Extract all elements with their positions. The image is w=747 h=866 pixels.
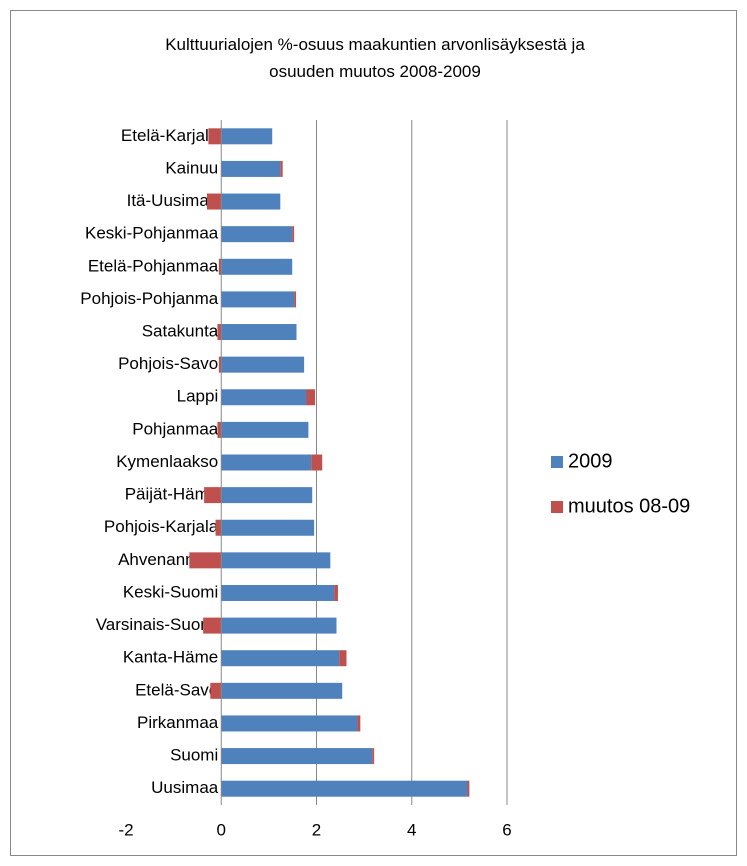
bar [292, 226, 295, 243]
x-tick-label: 6 [502, 820, 511, 839]
bar [221, 226, 293, 243]
bar [357, 715, 361, 732]
y-tick-label: Suomi [170, 746, 218, 765]
bar [203, 617, 222, 634]
bar [221, 389, 307, 406]
bar [221, 682, 343, 699]
x-tick-label: 0 [217, 820, 226, 839]
y-tick-label: Keski-Pohjanmaa [85, 224, 219, 243]
bar [189, 552, 222, 569]
y-tick-label: Etelä-Pohjanmaa [88, 256, 219, 275]
legend-label: muutos 08-09 [568, 495, 690, 517]
legend-swatch [551, 456, 563, 468]
bar [221, 748, 373, 765]
bar [204, 487, 222, 504]
bar [221, 584, 335, 601]
bar [221, 421, 309, 438]
bar [221, 193, 281, 210]
y-tick-label: Pohjanmaa [132, 419, 219, 438]
y-tick-label: Kymenlaakso [116, 452, 218, 471]
bar [280, 160, 283, 177]
bar [206, 193, 222, 210]
bar [294, 291, 297, 308]
x-tick-label: -2 [118, 820, 133, 839]
bar [221, 160, 281, 177]
bar [217, 324, 222, 341]
y-tick-label: Kainuu [165, 158, 218, 177]
bar [467, 780, 470, 797]
y-tick-label: Keski-Suomi [123, 582, 218, 601]
bar [311, 454, 323, 471]
y-tick-label: Satakunta [142, 322, 219, 341]
bar [221, 780, 468, 797]
y-tick-label: Kanta-Häme [123, 648, 218, 667]
y-tick-label: Uusimaa [151, 778, 219, 797]
y-tick-label: Etelä-Savo [135, 680, 218, 699]
bar [221, 552, 331, 569]
bar [221, 650, 340, 667]
y-tick-label: Päijät-Häme [125, 485, 219, 504]
chart-title: Kulttuurialojen %-osuus maakuntien arvon… [165, 35, 585, 81]
y-tick-label: Lappi [177, 387, 219, 406]
bar [334, 584, 338, 601]
bar [218, 356, 222, 373]
bar [221, 519, 315, 536]
bar [221, 487, 313, 504]
y-tick-label: Varsinais-Suomi [96, 615, 219, 634]
bar [372, 748, 375, 765]
bar [339, 650, 347, 667]
bar [221, 128, 273, 145]
legend-label: 2009 [568, 450, 613, 472]
bar [221, 454, 312, 471]
bar [221, 291, 295, 308]
bar [217, 421, 222, 438]
bar [306, 389, 316, 406]
bar [218, 258, 222, 275]
bar [221, 617, 337, 634]
y-tick-label: Itä-Uusimaa [127, 191, 219, 210]
chart-border [10, 10, 737, 856]
bar [221, 324, 297, 341]
bar [215, 519, 222, 536]
y-tick-label: Pirkanmaa [137, 713, 219, 732]
legend-swatch [551, 501, 563, 513]
y-tick-label: Etelä-Karjala [121, 126, 219, 145]
bar [221, 356, 305, 373]
x-tick-label: 4 [407, 820, 416, 839]
bar [208, 128, 222, 145]
bar [210, 682, 222, 699]
y-tick-label: Pohjois-Pohjanma [80, 289, 219, 308]
bar [221, 258, 293, 275]
x-tick-label: 2 [312, 820, 321, 839]
bar [221, 715, 358, 732]
y-tick-label: Pohjois-Savo [118, 354, 218, 373]
y-tick-label: Pohjois-Karjala [104, 517, 219, 536]
